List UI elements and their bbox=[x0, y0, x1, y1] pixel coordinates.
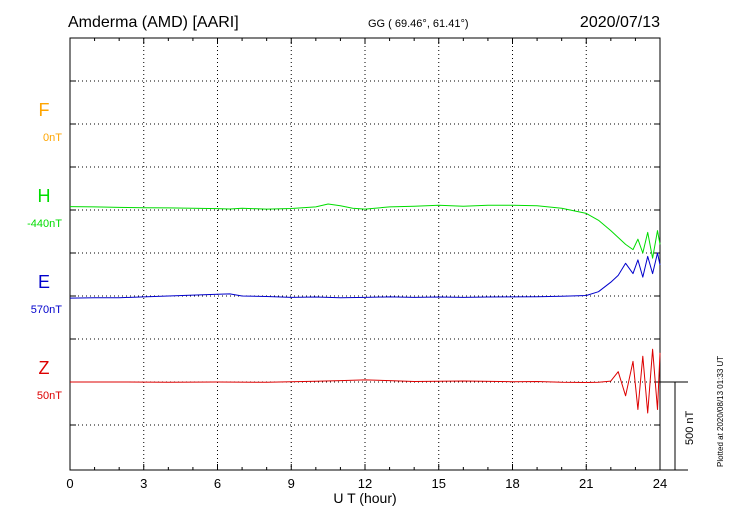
x-tick-label-18: 18 bbox=[505, 476, 519, 491]
baseline-label-F: 0nT bbox=[43, 132, 62, 144]
series-lines bbox=[69, 203, 661, 414]
x-tick-label-24: 24 bbox=[653, 476, 667, 491]
series-line-E bbox=[69, 252, 661, 299]
scale-bar-label: 500 nT bbox=[684, 410, 696, 445]
grid-lines bbox=[70, 38, 660, 470]
x-tick-label-3: 3 bbox=[140, 476, 147, 491]
baseline-label-E: 570nT bbox=[31, 304, 62, 316]
x-tick-label-0: 0 bbox=[66, 476, 73, 491]
component-labels: F 0nT H -440nT E 570nT Z 50nT bbox=[27, 100, 62, 402]
x-tick-label-9: 9 bbox=[288, 476, 295, 491]
x-tick-label-21: 21 bbox=[579, 476, 593, 491]
x-tick-label-15: 15 bbox=[432, 476, 446, 491]
component-name-F: F bbox=[39, 100, 50, 120]
baseline-label-Z: 50nT bbox=[37, 390, 62, 402]
scale-bar: 500 nT bbox=[660, 381, 696, 471]
coords-label: GG ( 69.46°, 61.41°) bbox=[368, 18, 469, 30]
x-tick-label-12: 12 bbox=[358, 476, 372, 491]
series-line-H bbox=[69, 203, 661, 259]
component-name-E: E bbox=[38, 272, 50, 292]
station-title: Amderma (AMD) [AARI] bbox=[68, 14, 239, 31]
component-name-H: H bbox=[38, 186, 51, 206]
baseline-label-H: -440nT bbox=[27, 218, 62, 230]
axis-ticks: 0 3 6 9 12 15 18 21 24 bbox=[66, 38, 667, 491]
component-name-Z: Z bbox=[39, 358, 50, 378]
x-axis-label: U T (hour) bbox=[333, 490, 396, 506]
date-label: 2020/07/13 bbox=[580, 14, 660, 31]
series-line-Z bbox=[70, 348, 661, 414]
plotted-timestamp: Plotted at 2020/08/13 01:33 UT bbox=[716, 356, 725, 467]
x-tick-label-6: 6 bbox=[214, 476, 221, 491]
